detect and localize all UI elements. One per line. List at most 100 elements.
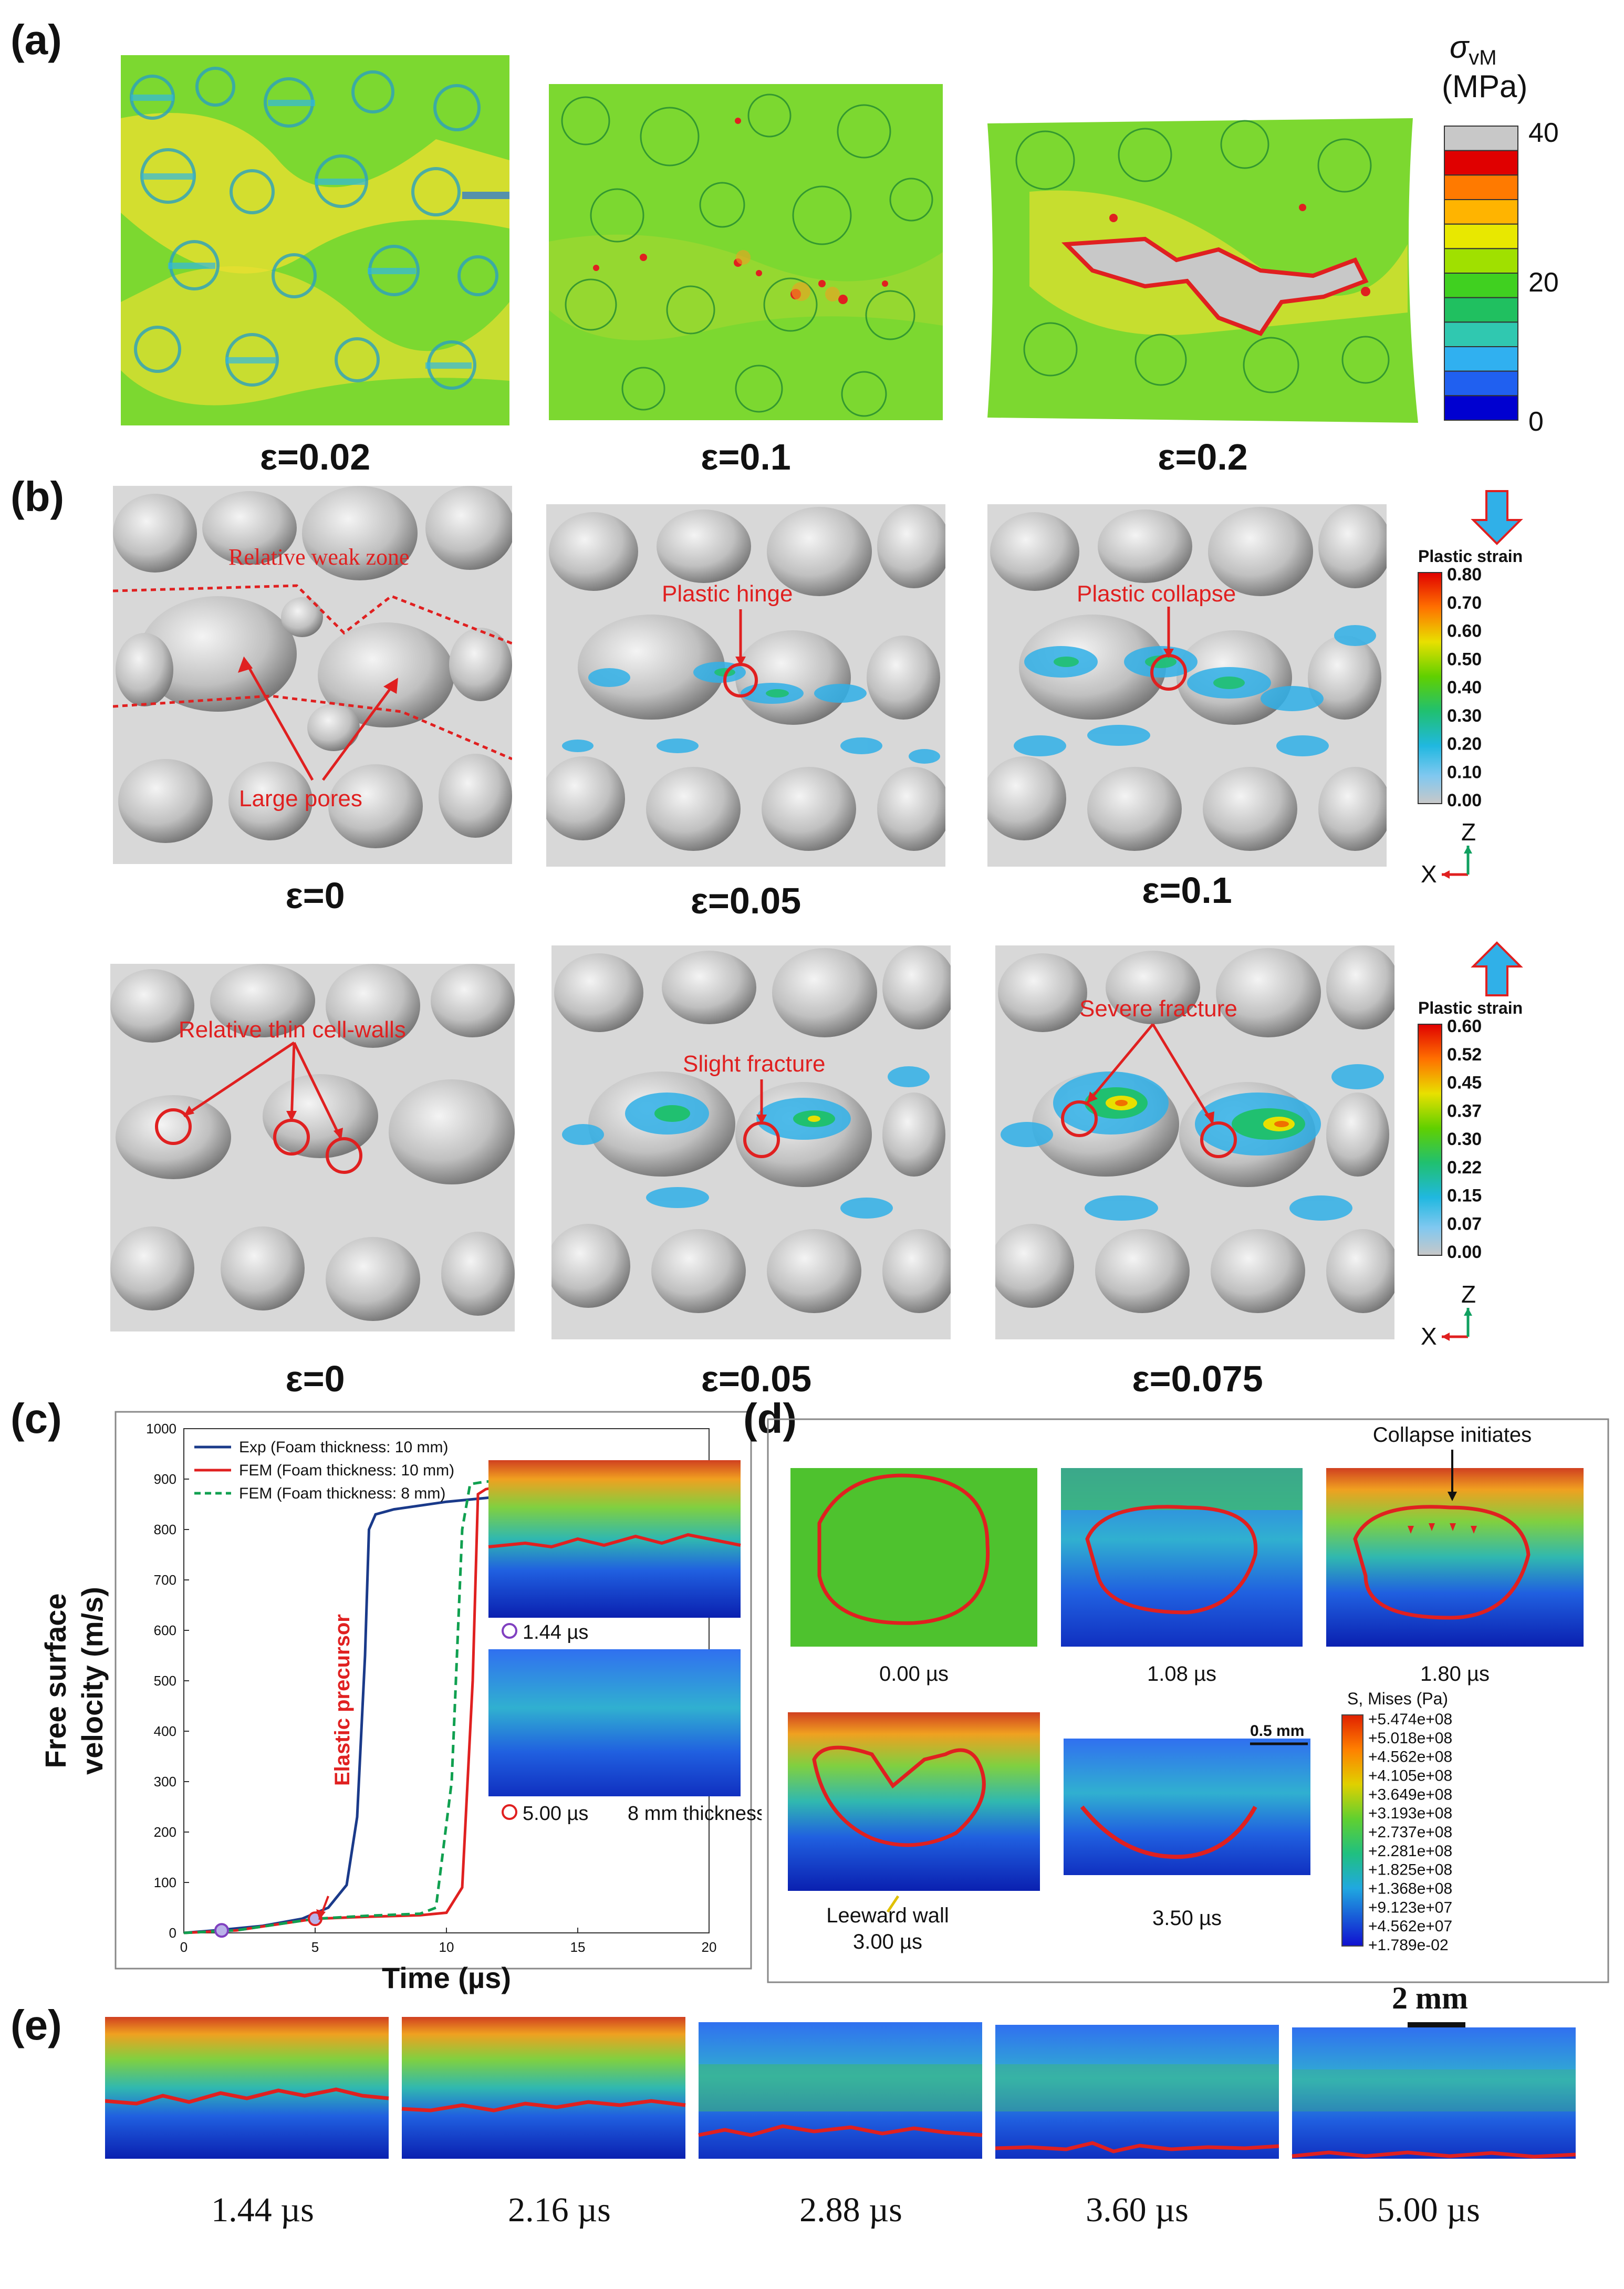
pore-model-bottom-eps0075: Severe fracture [995, 945, 1394, 1339]
time-e-5: 5.00 µs [1377, 2191, 1480, 2229]
pore-model-top-eps0: Relative weak zone Large pores [113, 486, 512, 864]
mises-legend-title: S, Mises (Pa) [1347, 1689, 1448, 1708]
axis-x-top: X [1421, 860, 1437, 888]
y-tick-label: 600 [154, 1622, 176, 1638]
frame-e-2 [401, 2017, 686, 2159]
strain-b-bottom-1: ε=0 [285, 1358, 345, 1399]
mises-tick: +2.737e+08 [1368, 1824, 1452, 1841]
stress-map-eps-002 [121, 55, 509, 425]
y-tick-label: 800 [154, 1522, 176, 1537]
plastic-strain-colorbar-bottom: Plastic strain 0.60 0.52 0.45 0.37 0.30 0.22 0… [1418, 941, 1523, 1350]
y-tick-label: 200 [154, 1824, 176, 1840]
time-marker [214, 1923, 229, 1938]
colorbar-swatch [1444, 150, 1518, 176]
time-d-1: 0.00 µs [879, 1662, 949, 1685]
plastic-strain-title-top: Plastic strain [1418, 547, 1523, 566]
colorbar-tick: 0.30 [1447, 706, 1482, 726]
y-tick-label: 400 [154, 1723, 176, 1739]
colorbar-tick: 0.00 [1447, 790, 1482, 810]
colorbar-tick: 0.20 [1447, 734, 1482, 754]
plastic-strain-title-bottom: Plastic strain [1418, 998, 1523, 1017]
y-axis-label-2: velocity (m/s) [76, 1587, 109, 1775]
colorbar-tick-40: 40 [1528, 121, 1559, 148]
colorbar-tick: 0.50 [1447, 649, 1482, 669]
scale-e: 2 mm [1392, 1981, 1468, 2015]
y-tick-label: 700 [154, 1572, 176, 1588]
y-tick-label: 0 [169, 1925, 176, 1941]
weak-zone-annotation: Relative weak zone [228, 544, 410, 570]
colorbar-swatch [1444, 297, 1518, 323]
colorbar-tick: 0.70 [1447, 593, 1482, 613]
time-e-2: 2.16 µs [508, 2191, 611, 2229]
panel-c-label: (c) [11, 1395, 62, 1442]
inset-5-00us [488, 1649, 741, 1796]
y-tick-label: 1000 [146, 1421, 176, 1437]
x-tick-label: 15 [570, 1939, 586, 1955]
y-tick-label: 300 [154, 1774, 176, 1789]
colorbar-swatch [1444, 223, 1518, 249]
strain-a-1: ε=0.02 [259, 436, 371, 477]
elastic-precursor-label: Elastic precursor [331, 1614, 354, 1786]
plastic-collapse-annotation: Plastic collapse [1077, 581, 1236, 607]
plastic-strain-colorbar-top: Plastic strain 0.80 0.70 0.60 0.50 0.40 0.30 0… [1418, 490, 1523, 888]
colorbar-tick: 0.00 [1447, 1242, 1482, 1262]
pore-model-bottom-eps0: Relative thin cell-walls [110, 964, 515, 1331]
plastic-hinge-annotation: Plastic hinge [662, 581, 793, 607]
strain-b-top-1: ε=0 [285, 875, 345, 916]
inset-1-44us [488, 1460, 741, 1618]
frame-e-5 [1292, 2027, 1576, 2159]
scale-bar-e [1408, 2022, 1465, 2027]
inset-time-2: 5.00 µs [523, 1803, 588, 1825]
stress-colorbar: 40 20 0 [1444, 121, 1559, 436]
large-pores-annotation: Large pores [239, 786, 362, 811]
colorbar-tick: 0.40 [1447, 678, 1482, 698]
panel-b-label: (b) [11, 473, 65, 520]
mises-tick: +4.562e+08 [1368, 1749, 1452, 1766]
stress-map-eps-01 [549, 84, 943, 420]
colorbar-swatch [1444, 395, 1518, 421]
colorbar-tick: 0.45 [1447, 1073, 1482, 1093]
thin-cell-walls-annotation: Relative thin cell-walls [179, 1017, 406, 1043]
time-e-1: 1.44 µs [211, 2191, 314, 2229]
colorbar-swatch [1444, 199, 1518, 225]
colorbar-tick: 0.07 [1447, 1214, 1482, 1234]
slight-fracture-annotation: Slight fracture [683, 1051, 825, 1077]
colorbar-swatch [1444, 370, 1518, 397]
time-d-4: 3.00 µs [853, 1930, 922, 1953]
legend-entry: FEM (Foam thickness: 10 mm) [239, 1462, 454, 1479]
mises-tick: +4.562e+07 [1368, 1918, 1452, 1935]
colorbar-tick-20: 20 [1528, 267, 1559, 298]
colorbar-tick: 0.37 [1447, 1101, 1482, 1121]
colorbar-swatch [1444, 273, 1518, 298]
time-e-4: 3.60 µs [1086, 2191, 1189, 2229]
legend-entry: Exp (Foam thickness: 10 mm) [239, 1439, 448, 1456]
panel-e-sequence [105, 2017, 1576, 2159]
strain-b-bottom-3: ε=0.075 [1132, 1358, 1263, 1399]
pore-model-top-eps005: Plastic hinge [546, 504, 945, 867]
time-d-5: 3.50 µs [1152, 1907, 1222, 1930]
mises-tick: +5.474e+08 [1368, 1711, 1452, 1728]
colorbar-swatch [1444, 174, 1518, 201]
leeward-wall-label: Leeward wall [826, 1904, 949, 1927]
x-axis-label: Time (µs) [382, 1961, 511, 1994]
strain-a-3: ε=0.2 [1158, 436, 1248, 477]
scale-d: 0.5 mm [1250, 1722, 1304, 1740]
inset-note: 8 mm thickness [628, 1803, 762, 1825]
pore-model-bottom-eps005: Slight fracture [551, 945, 951, 1339]
mises-tick: +9.123e+07 [1368, 1899, 1452, 1916]
y-tick-label: 900 [154, 1471, 176, 1487]
colorbar-swatch [1444, 346, 1518, 372]
time-d-3: 1.80 µs [1420, 1662, 1490, 1685]
pore-model-top-eps01: Plastic collapse [987, 504, 1387, 867]
y-tick-label: 500 [154, 1673, 176, 1689]
axis-z-bottom: Z [1461, 1281, 1476, 1308]
mises-tick: +3.193e+08 [1368, 1805, 1452, 1822]
colorbar-tick: 0.15 [1447, 1186, 1482, 1206]
colorbar-tick: 0.52 [1447, 1045, 1482, 1065]
colorbar-sigma: σ [1450, 29, 1469, 65]
frame-e-3 [698, 2022, 983, 2159]
x-tick-label: 0 [180, 1939, 188, 1955]
colorbar-tick: 0.22 [1447, 1158, 1482, 1178]
frame-e-4 [995, 2025, 1279, 2159]
colorbar-tick: 0.30 [1447, 1129, 1482, 1149]
